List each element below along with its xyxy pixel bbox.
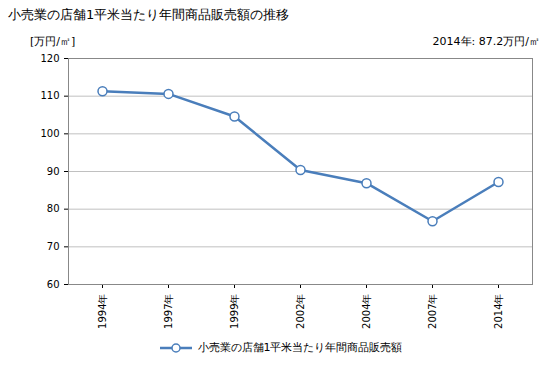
svg-text:1999年: 1999年 — [229, 294, 240, 329]
html-text:小売業の店舗1平米当たり年間商品販売額の推移: 小売業の店舗1平米当たり年間商品販売額の推移 — [8, 7, 290, 22]
svg-text:60: 60 — [47, 279, 60, 290]
html-text:小売業の店舗1平米当たり年間商品販売額: 小売業の店舗1平米当たり年間商品販売額 — [197, 341, 403, 354]
svg-text:100: 100 — [40, 128, 59, 139]
svg-text:2007年: 2007年 — [427, 294, 438, 329]
svg-text:120: 120 — [40, 53, 59, 64]
svg-text:2002年: 2002年 — [295, 294, 306, 329]
html-text:2014年: 87.2万円/㎡: 2014年: 87.2万円/㎡ — [432, 35, 540, 48]
svg-text:70: 70 — [47, 241, 60, 252]
svg-text:2004年: 2004年 — [361, 294, 372, 329]
svg-text:1994年: 1994年 — [97, 294, 108, 329]
svg-text:90: 90 — [47, 166, 60, 177]
svg-text:110: 110 — [40, 90, 59, 101]
svg-text:2014年: 2014年 — [493, 294, 504, 329]
html-text:[万円/㎡]: [万円/㎡] — [30, 35, 76, 48]
svg-text:80: 80 — [47, 203, 60, 214]
svg-text:1997年: 1997年 — [163, 294, 174, 329]
